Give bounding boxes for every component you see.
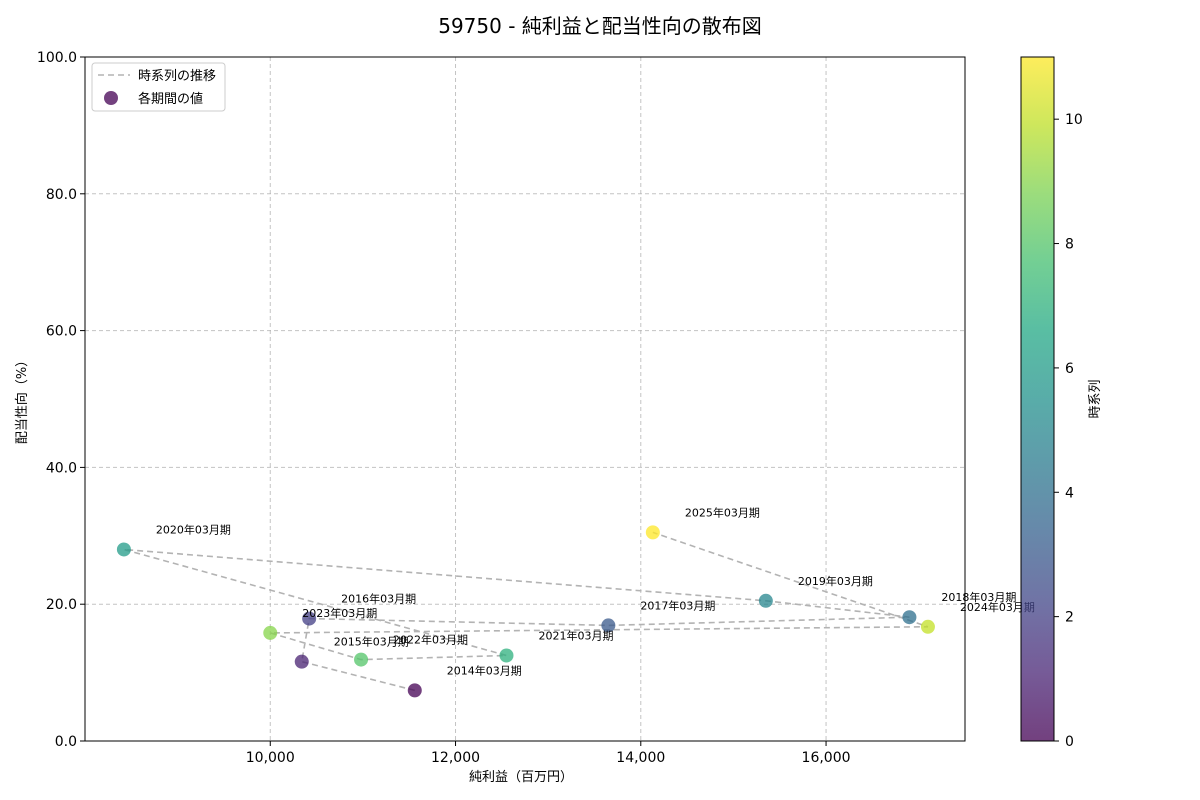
point-label: 2016年03月期 bbox=[341, 592, 416, 606]
colorbar-tick-label: 4 bbox=[1065, 485, 1074, 501]
y-tick-label: 60.0 bbox=[46, 324, 77, 340]
legend: 時系列の推移 各期間の値 bbox=[91, 62, 226, 112]
colorbar: 0 2 4 6 8 10 時系列 bbox=[1020, 56, 1103, 750]
legend-trend-label: 時系列の推移 bbox=[138, 69, 216, 84]
y-tick-label: 0.0 bbox=[55, 734, 77, 750]
trend-line bbox=[123, 531, 929, 692]
y-tick-label: 80.0 bbox=[46, 187, 77, 203]
y-axis-ticks: 0.0 20.0 40.0 60.0 80.0 100.0 bbox=[37, 50, 85, 750]
point-label: 2019年03月期 bbox=[798, 574, 873, 588]
y-tick-label: 100.0 bbox=[37, 50, 77, 66]
data-point bbox=[902, 610, 917, 625]
x-tick-label: 10,000 bbox=[246, 750, 295, 766]
data-point bbox=[263, 625, 278, 640]
colorbar-tick-label: 10 bbox=[1065, 112, 1083, 128]
colorbar-tick-label: 6 bbox=[1065, 361, 1074, 377]
point-label: 2015年03月期 bbox=[334, 635, 409, 649]
colorbar-gradient bbox=[1021, 57, 1054, 741]
data-point bbox=[354, 652, 369, 667]
point-label: 2021年03月期 bbox=[538, 629, 613, 643]
legend-box bbox=[91, 62, 226, 112]
point-label: 2017年03月期 bbox=[640, 598, 715, 612]
point-label: 2014年03月期 bbox=[447, 663, 522, 677]
plot-frame bbox=[84, 56, 966, 742]
grid bbox=[85, 57, 965, 741]
data-point bbox=[601, 618, 616, 633]
y-tick-label: 40.0 bbox=[46, 460, 77, 476]
data-point bbox=[920, 619, 935, 634]
point-label: 2023年03月期 bbox=[302, 606, 377, 620]
x-tick-label: 12,000 bbox=[431, 750, 480, 766]
point-label: 2025年03月期 bbox=[685, 505, 760, 519]
point-labels-layer: 2014年03月期 2015年03月期 2016年03月期 2017年03月期 2018… bbox=[156, 505, 1035, 677]
colorbar-ticks: 0 2 4 6 8 10 bbox=[1054, 112, 1083, 750]
point-label: 2018年03月期 bbox=[941, 590, 1016, 604]
trend-line-layer bbox=[123, 531, 929, 692]
points-layer bbox=[116, 525, 935, 698]
data-point bbox=[645, 525, 660, 540]
data-point bbox=[116, 542, 131, 557]
x-tick-label: 16,000 bbox=[802, 750, 851, 766]
data-point bbox=[758, 593, 773, 608]
data-point bbox=[294, 654, 309, 669]
point-label: 2024年03月期 bbox=[960, 600, 1035, 614]
point-label: 2022年03月期 bbox=[393, 633, 468, 647]
x-axis-label: 純利益（百万円） bbox=[469, 770, 573, 785]
data-point bbox=[302, 611, 317, 626]
data-point bbox=[407, 683, 422, 698]
colorbar-label: 時系列 bbox=[1088, 379, 1103, 418]
colorbar-frame bbox=[1020, 56, 1055, 742]
legend-points-label: 各期間の値 bbox=[138, 91, 203, 107]
y-tick-label: 20.0 bbox=[46, 597, 77, 613]
chart-title: 59750 - 純利益と配当性向の散布図 bbox=[438, 14, 762, 38]
colorbar-tick-label: 0 bbox=[1065, 734, 1074, 750]
legend-points-swatch bbox=[104, 91, 118, 105]
data-point bbox=[499, 648, 514, 663]
x-tick-label: 14,000 bbox=[616, 750, 665, 766]
colorbar-tick-label: 2 bbox=[1065, 610, 1074, 626]
y-axis-label: 配当性向（%） bbox=[14, 354, 30, 444]
point-label: 2020年03月期 bbox=[156, 522, 231, 536]
x-axis-ticks: 10,000 12,000 14,000 16,000 bbox=[246, 741, 851, 766]
colorbar-tick-label: 8 bbox=[1065, 237, 1074, 253]
